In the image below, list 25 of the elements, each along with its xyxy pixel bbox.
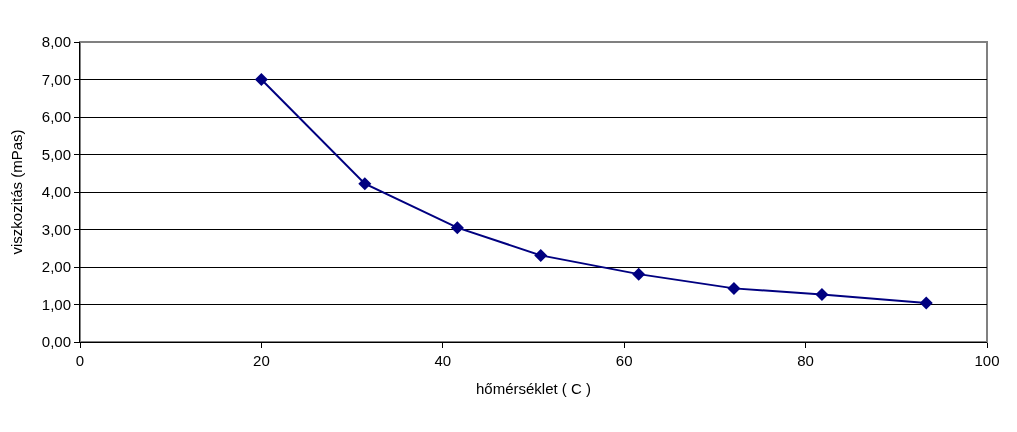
- point: [254, 73, 268, 86]
- y-tick-label: 8,00: [41, 33, 71, 51]
- point: [358, 177, 372, 191]
- y-tick-label: 6,00: [41, 108, 71, 126]
- y-tick-label: 2,00: [41, 258, 71, 276]
- y-axis-title: viszkozitás (mPas): [8, 129, 26, 255]
- x-tick-label: 20: [253, 352, 270, 369]
- x-tick-label: 0: [75, 352, 85, 369]
- point: [727, 281, 741, 295]
- x-tick-label: 100: [974, 352, 1000, 369]
- point: [450, 221, 464, 235]
- point: [534, 248, 548, 262]
- point: [632, 267, 646, 281]
- y-tick-label: 0,00: [41, 333, 71, 351]
- y-tick-label: 4,00: [41, 183, 71, 201]
- y-tick-label: 1,00: [41, 295, 71, 313]
- y-tick-label: 7,00: [41, 70, 71, 88]
- point: [815, 287, 829, 301]
- x-tick-label: 40: [434, 352, 452, 369]
- point: [919, 296, 933, 310]
- x-tick-label: 60: [615, 352, 633, 369]
- y-tick-label: 3,00: [41, 220, 71, 238]
- x-axis-title: hőmérséklet ( C ): [475, 380, 592, 397]
- x-tick-label: 80: [797, 352, 814, 369]
- y-tick-label: 5,00: [41, 145, 71, 163]
